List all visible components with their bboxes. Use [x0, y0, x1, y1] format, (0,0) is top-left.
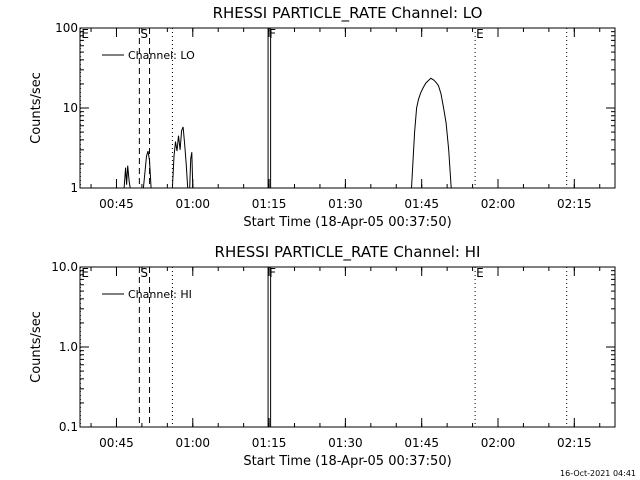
x-tick-label: 01:00 [175, 436, 210, 450]
series-line [123, 165, 131, 189]
x-tick-label: 02:00 [481, 197, 516, 211]
x-tick-label: 01:30 [328, 436, 363, 450]
x-tick-label: 00:45 [99, 197, 134, 211]
x-tick-label: 00:45 [99, 436, 134, 450]
event-marker-label: E [81, 266, 89, 280]
event-marker-label: E [476, 266, 484, 280]
series-line [189, 152, 194, 189]
event-marker-label: F [269, 27, 276, 41]
legend-label: Channel: LO [128, 49, 195, 62]
y-axis-label: Counts/sec [29, 72, 44, 144]
x-tick-label: 01:45 [404, 436, 439, 450]
x-tick-label: 02:15 [557, 436, 592, 450]
y-tick-label: 10.0 [51, 260, 78, 274]
y-tick-label: 100 [55, 21, 78, 35]
series-line [411, 77, 452, 189]
x-axis-label: Start Time (18-Apr-05 00:37:50) [243, 215, 451, 230]
y-tick-label: 1.0 [59, 340, 78, 354]
x-axis-label: Start Time (18-Apr-05 00:37:50) [243, 454, 451, 469]
event-marker-label: F [269, 266, 276, 280]
y-tick-label: 1 [70, 181, 78, 195]
x-tick-label: 01:15 [252, 436, 287, 450]
series-line [171, 126, 189, 189]
x-tick-label: 02:00 [481, 436, 516, 450]
x-tick-label: 02:15 [557, 197, 592, 211]
legend-label: Channel: HI [128, 288, 192, 301]
x-tick-label: 01:00 [175, 197, 210, 211]
x-tick-label: 01:15 [252, 197, 287, 211]
generation-timestamp: 16-Oct-2021 04:41 [560, 469, 636, 478]
x-tick-label: 01:45 [404, 197, 439, 211]
chart-title: RHESSI PARTICLE_RATE Channel: LO [213, 4, 483, 23]
x-tick-label: 01:30 [328, 197, 363, 211]
event-marker-label: E [81, 27, 89, 41]
event-marker-label: E [476, 27, 484, 41]
event-marker-label: S [140, 27, 148, 41]
event-marker-label: S [140, 266, 148, 280]
y-axis-label: Counts/sec [29, 311, 44, 383]
series-line [142, 150, 152, 189]
y-tick-label: 0.1 [59, 420, 78, 434]
chart-title: RHESSI PARTICLE_RATE Channel: HI [215, 243, 481, 262]
y-tick-label: 10 [63, 101, 78, 115]
